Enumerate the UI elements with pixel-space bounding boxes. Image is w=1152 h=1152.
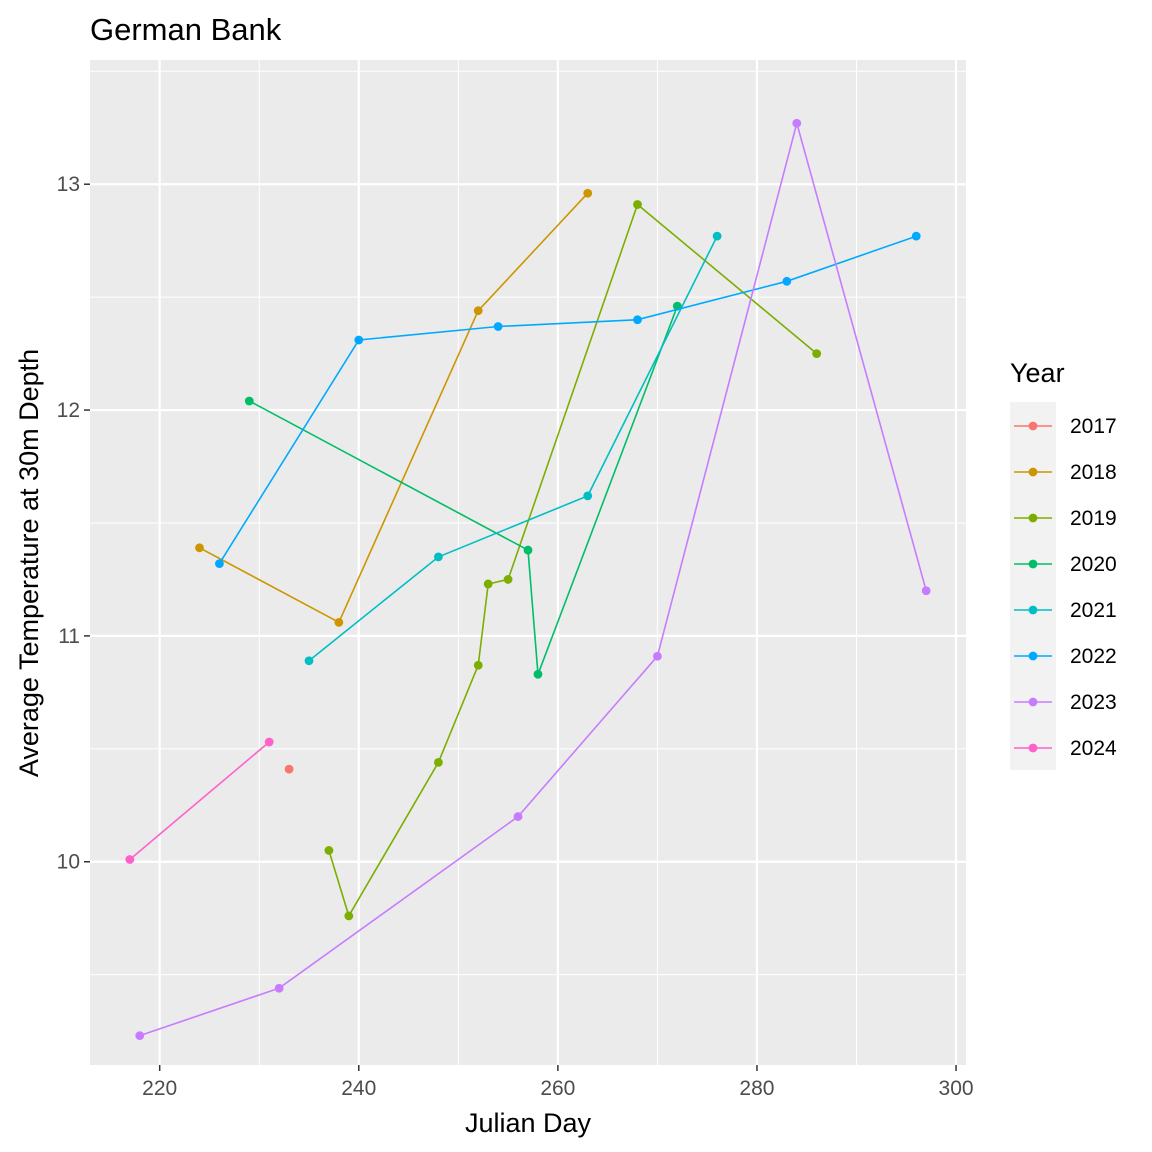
legend-label: 2017 [1070, 415, 1117, 438]
legend: Year 2017 2018 2019 2020 2021 2022 2023 2024 [1010, 358, 1117, 770]
series-2024 [125, 737, 274, 864]
data-point-2020 [244, 396, 254, 406]
data-point-2024 [125, 855, 135, 864]
x-tick-label: 260 [540, 1077, 575, 1100]
data-point-2018 [583, 188, 593, 198]
data-point-2018 [473, 306, 483, 316]
legend-key-point [1028, 467, 1038, 477]
legend-key-point [1028, 559, 1038, 569]
legend-item-2024: 2024 [1014, 737, 1117, 760]
legend-item-2021: 2021 [1014, 599, 1117, 622]
y-tick-label: 11 [58, 625, 80, 648]
data-point-2020 [523, 545, 533, 555]
legend-item-2019: 2019 [1014, 507, 1117, 530]
data-point-2022 [633, 315, 642, 325]
series-2018 [195, 188, 593, 627]
chart-title: German Bank [90, 12, 282, 47]
series-line-2020 [248, 305, 679, 675]
data-point-2021 [583, 491, 593, 501]
data-point-2019 [344, 911, 354, 921]
legend-item-2020: 2020 [1014, 553, 1117, 576]
legend-label: 2019 [1070, 507, 1117, 530]
series-layer [125, 118, 931, 1041]
x-tick-label: 300 [939, 1077, 974, 1100]
data-point-2023 [653, 651, 662, 661]
legend-label: 2024 [1070, 737, 1117, 760]
series-line-2018 [199, 192, 589, 624]
series-2019 [324, 200, 822, 921]
legend-item-2018: 2018 [1014, 461, 1117, 484]
data-point-2022 [215, 559, 224, 569]
legend-key-point [1028, 651, 1038, 661]
legend-item-2023: 2023 [1014, 691, 1117, 714]
x-axis-label: Julian Day [465, 1108, 592, 1138]
data-point-2021 [712, 231, 722, 241]
legend-key-point [1028, 513, 1038, 523]
series-line-2019 [328, 203, 818, 918]
legend-key-point [1028, 743, 1038, 753]
data-point-2023 [274, 983, 284, 993]
series-line-2023 [139, 120, 927, 1037]
legend-label: 2023 [1070, 691, 1117, 714]
data-point-2023 [792, 118, 802, 128]
y-tick-label: 10 [57, 851, 80, 874]
series-2022 [215, 231, 921, 569]
legend-label: 2020 [1070, 553, 1117, 576]
data-point-2023 [921, 586, 931, 596]
data-point-2018 [195, 543, 204, 553]
data-point-2019 [633, 200, 642, 209]
data-point-2021 [304, 656, 314, 666]
y-tick-label: 13 [57, 173, 80, 196]
legend-title: Year [1010, 358, 1065, 388]
data-point-2019 [483, 579, 493, 589]
legend-item-2022: 2022 [1014, 645, 1117, 668]
series-line-2024 [129, 741, 270, 861]
plot-panel [90, 60, 966, 1065]
legend-label: 2022 [1070, 645, 1117, 668]
x-tick-label: 220 [142, 1077, 177, 1100]
data-point-2022 [354, 335, 364, 345]
series-line-2021 [308, 235, 718, 662]
legend-key-point [1028, 605, 1038, 615]
legend-key-background [1010, 402, 1056, 770]
legend-item-2017: 2017 [1014, 415, 1117, 438]
legend-label: 2021 [1070, 599, 1117, 622]
axis-ticks: 220 240 260 280 300 10 11 12 13 [57, 173, 974, 1100]
series-2017 [284, 764, 294, 774]
series-2021 [304, 231, 722, 666]
minor-gridlines [90, 60, 966, 1065]
y-axis-label: Average Temperature at 30m Depth [14, 349, 44, 777]
data-point-2019 [434, 757, 443, 767]
data-point-2019 [473, 660, 483, 670]
data-point-2022 [782, 276, 792, 286]
data-point-2019 [324, 846, 334, 855]
data-point-2023 [513, 812, 523, 821]
data-point-2024 [264, 737, 274, 747]
data-point-2018 [334, 617, 344, 627]
legend-key-point [1028, 421, 1038, 431]
data-point-2019 [812, 349, 822, 358]
data-point-2021 [434, 552, 443, 562]
legend-key-point [1028, 697, 1038, 707]
data-point-2019 [503, 575, 513, 584]
series-2023 [135, 118, 931, 1041]
legend-label: 2018 [1070, 461, 1117, 484]
data-point-2017 [284, 764, 294, 774]
y-tick-label: 12 [57, 399, 80, 422]
series-line-2022 [218, 235, 917, 565]
data-point-2023 [135, 1031, 145, 1041]
x-tick-label: 240 [341, 1077, 376, 1100]
x-tick-label: 280 [739, 1077, 774, 1100]
data-point-2022 [911, 231, 921, 241]
data-point-2020 [533, 669, 543, 679]
data-point-2022 [493, 322, 503, 331]
